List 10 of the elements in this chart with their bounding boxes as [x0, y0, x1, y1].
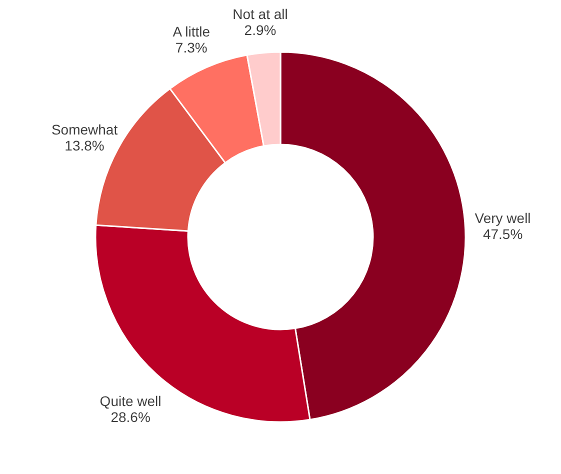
- data-label: 7.3%: [175, 40, 208, 56]
- data-label: 47.5%: [482, 226, 523, 242]
- slice-label: Very well: [474, 210, 531, 226]
- slice-label: A little: [172, 24, 210, 40]
- slice-label: Somewhat: [51, 122, 118, 138]
- data-label: 2.9%: [244, 22, 276, 38]
- slice-label: Not at all: [232, 6, 288, 22]
- data-label: 28.6%: [110, 409, 150, 426]
- slice-label: Quite well: [100, 393, 162, 410]
- data-label: 13.8%: [64, 138, 104, 154]
